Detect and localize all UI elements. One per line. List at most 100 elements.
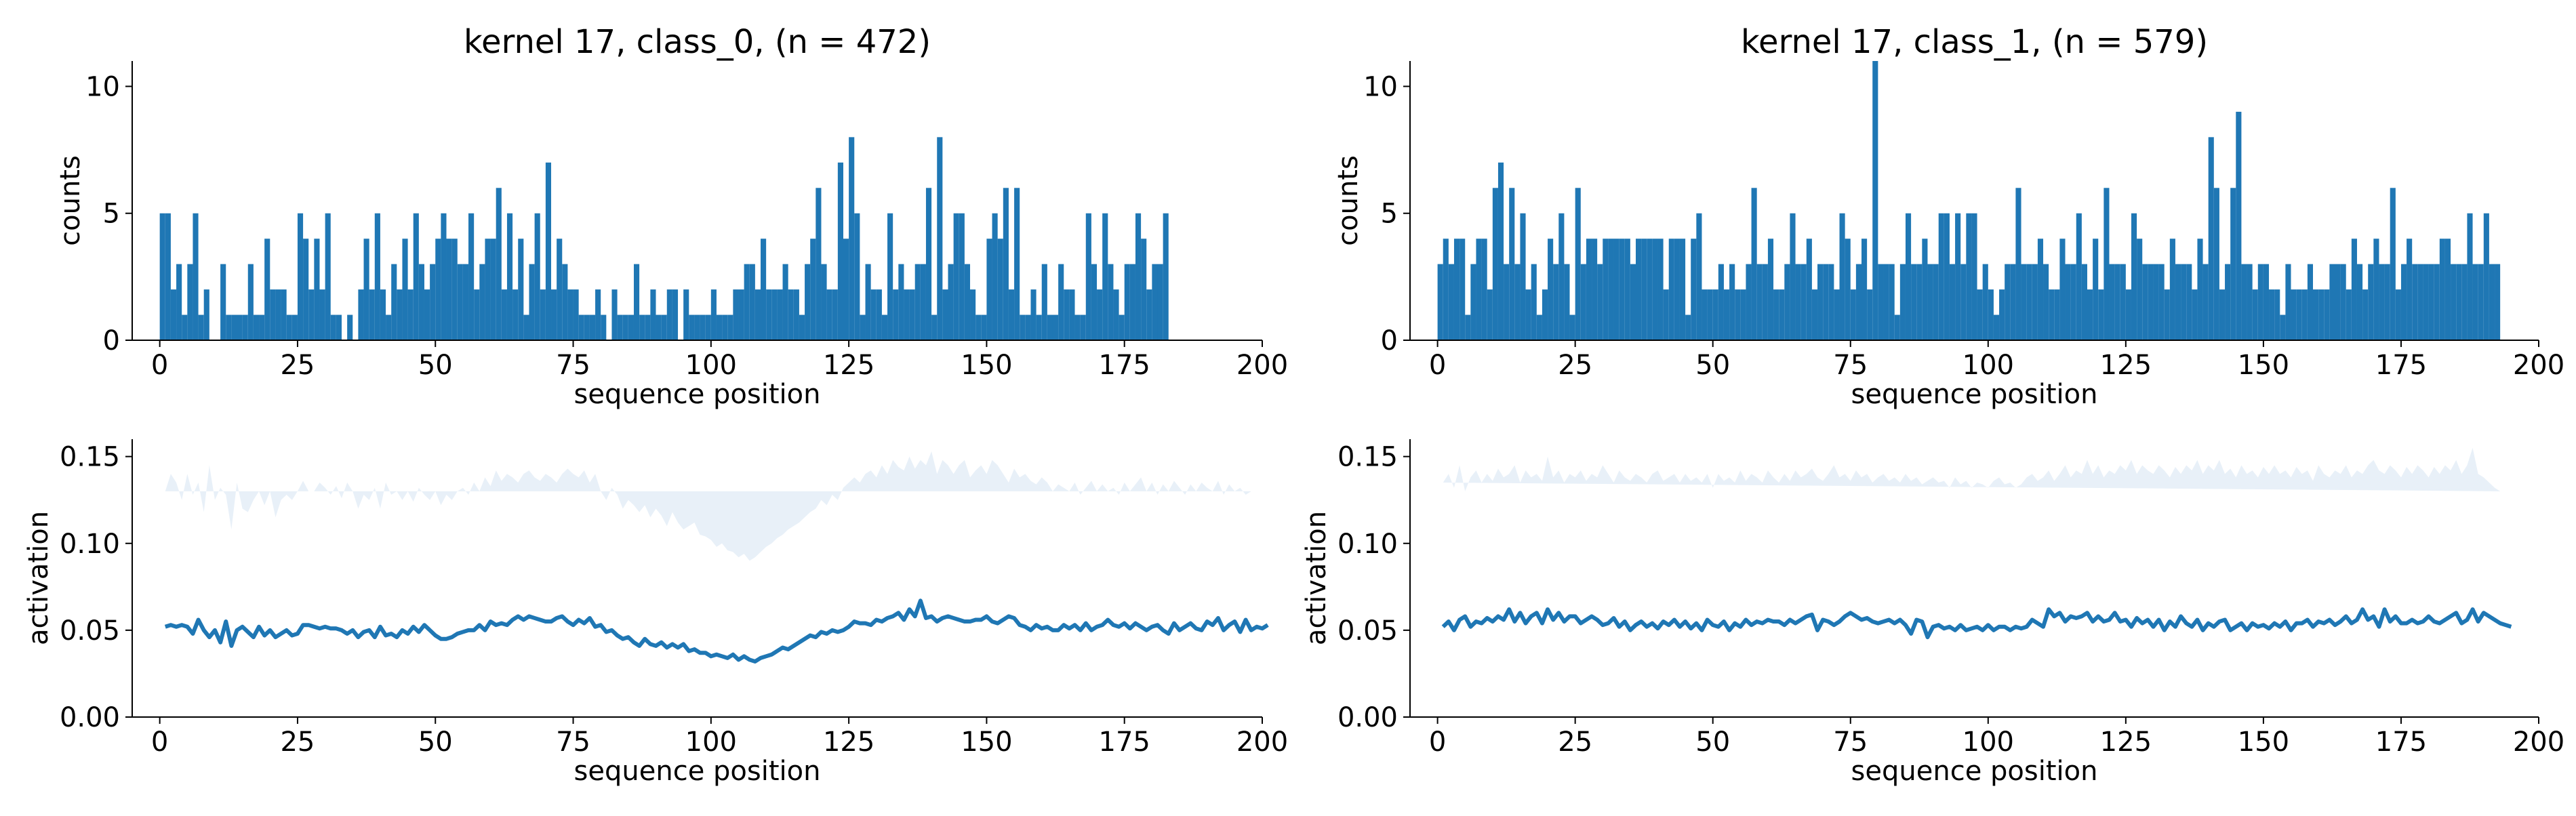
panel-1-bar [865, 264, 871, 340]
panel-3-bar [1855, 264, 1861, 340]
panel-1-bar [1113, 289, 1119, 340]
panel-3-x-tick-label: 125 [2100, 350, 2152, 381]
panel-3-bar [1729, 264, 1735, 340]
panel-2-x-tick-label: 100 [685, 727, 737, 758]
panel-1-bar [557, 239, 563, 340]
panel-1-bar [187, 264, 193, 340]
panel-4-y-axis-label: activation [1301, 511, 1332, 645]
panel-1-bar [1008, 289, 1015, 340]
panel-3-bar [2390, 188, 2396, 340]
panel-1-bar [1157, 264, 1163, 340]
panel-1-bar [308, 289, 315, 340]
panel-3-bar [1845, 239, 1851, 340]
panel-3-bar [1795, 264, 1801, 340]
panel-1-bar [562, 264, 568, 340]
panel-3-bar [2098, 289, 2104, 340]
panel-3-bar [1999, 289, 2005, 340]
panel-3-bar [1619, 239, 1625, 340]
panel-1-bar [617, 314, 623, 340]
panel-1-bar [319, 289, 325, 340]
panel-3-bar [1636, 239, 1642, 340]
panel-1-x-tick-label: 100 [685, 350, 737, 381]
panel-1-bar [270, 289, 276, 340]
panel-1-bar [904, 289, 910, 340]
panel-3-bar [1949, 264, 1956, 340]
panel-3-bar [2362, 289, 2369, 340]
panel-3-bar [2461, 264, 2468, 340]
panel-2-x-tick-label: 25 [280, 727, 315, 758]
panel-3-bar [1878, 264, 1884, 340]
panel-3-bar [2356, 264, 2363, 340]
panel-1-bar [193, 213, 199, 340]
panel-1-bar [799, 314, 805, 340]
panel-1-bar [595, 289, 601, 340]
panel-1-bar [970, 289, 976, 340]
panel-3-bar [2076, 213, 2082, 340]
panel-3-bar [2049, 289, 2055, 340]
panel-1-bar [551, 289, 557, 340]
panel-3-bar [2324, 289, 2330, 340]
panel-3-bar [1453, 239, 1460, 340]
panel-3-x-axis-label: sequence position [1851, 379, 2098, 410]
panel-3-bar [2032, 264, 2038, 340]
panel-4-x-tick-label: 150 [2238, 727, 2289, 758]
panel-3-bar [2059, 239, 2066, 340]
panel-3-bar [2407, 239, 2413, 340]
panel-3-bar [2015, 188, 2021, 340]
panel-1-bar [286, 314, 292, 340]
panel-3-x-tick-label: 0 [1429, 350, 1446, 381]
panel-3-bar [1767, 239, 1774, 340]
panel-3-bar [1586, 239, 1592, 340]
panel-1-bar [959, 213, 965, 340]
panel-3-bar [2247, 264, 2253, 340]
panel-3-bar [1481, 239, 1487, 340]
panel-3-bar [2137, 239, 2143, 340]
panel-1-bar [247, 264, 254, 340]
panel-1-bar [242, 314, 248, 340]
panel-1-bar [1058, 264, 1064, 340]
panel-1-bar [1047, 314, 1053, 340]
panel-1-bar [937, 137, 943, 340]
panel-3-bar [1828, 264, 1834, 340]
panel-1-bar [666, 289, 672, 340]
panel-3-bar [1476, 239, 1482, 340]
panel-3-bar [1751, 188, 1757, 340]
panel-3-bar [2428, 264, 2434, 340]
panel-3-bar [2451, 264, 2457, 340]
panel-1-bar [578, 314, 584, 340]
panel-1-bar [870, 289, 877, 340]
panel-3-bar [2142, 264, 2148, 340]
panel-3-bar [1575, 188, 1581, 340]
panel-3-x-tick-label: 25 [1558, 350, 1592, 381]
panel-3-bar [1806, 239, 1812, 340]
panel-3-bar [1800, 264, 1807, 340]
panel-1-bar [816, 188, 822, 340]
panel-3-bar [2439, 239, 2445, 340]
panel-3-bar [2296, 289, 2302, 340]
panel-1-bar [909, 289, 915, 340]
panel-1-bar [402, 239, 408, 340]
panel-3-bar [2148, 264, 2154, 340]
panel-1-x-tick-label: 125 [823, 350, 874, 381]
panel-3-bar [2483, 213, 2489, 340]
panel-3-bar [1883, 264, 1889, 340]
panel-1-bar [837, 162, 843, 340]
panel-3-bar [1993, 314, 2000, 340]
panel-3-bar [2335, 264, 2341, 340]
panel-1-bar [893, 289, 899, 340]
panel-3-bar [2010, 264, 2016, 340]
panel-3-bar [1988, 289, 1994, 340]
panel-3-bar [1872, 61, 1878, 340]
panel-1-bar [710, 289, 717, 340]
panel-3-bar [2478, 264, 2484, 340]
panel-2-band [165, 451, 1251, 561]
panel-1-bar [446, 239, 452, 340]
panel-3-bar [1624, 239, 1630, 340]
panel-3-bar [1823, 264, 1829, 340]
panel-1-bar [992, 213, 998, 340]
panel-3-bar [2373, 239, 2379, 340]
panel-1-bar [639, 314, 645, 340]
panel-3-bar [1536, 314, 1542, 340]
panel-1-bar [942, 289, 948, 340]
panel-3-bar [1762, 264, 1768, 340]
